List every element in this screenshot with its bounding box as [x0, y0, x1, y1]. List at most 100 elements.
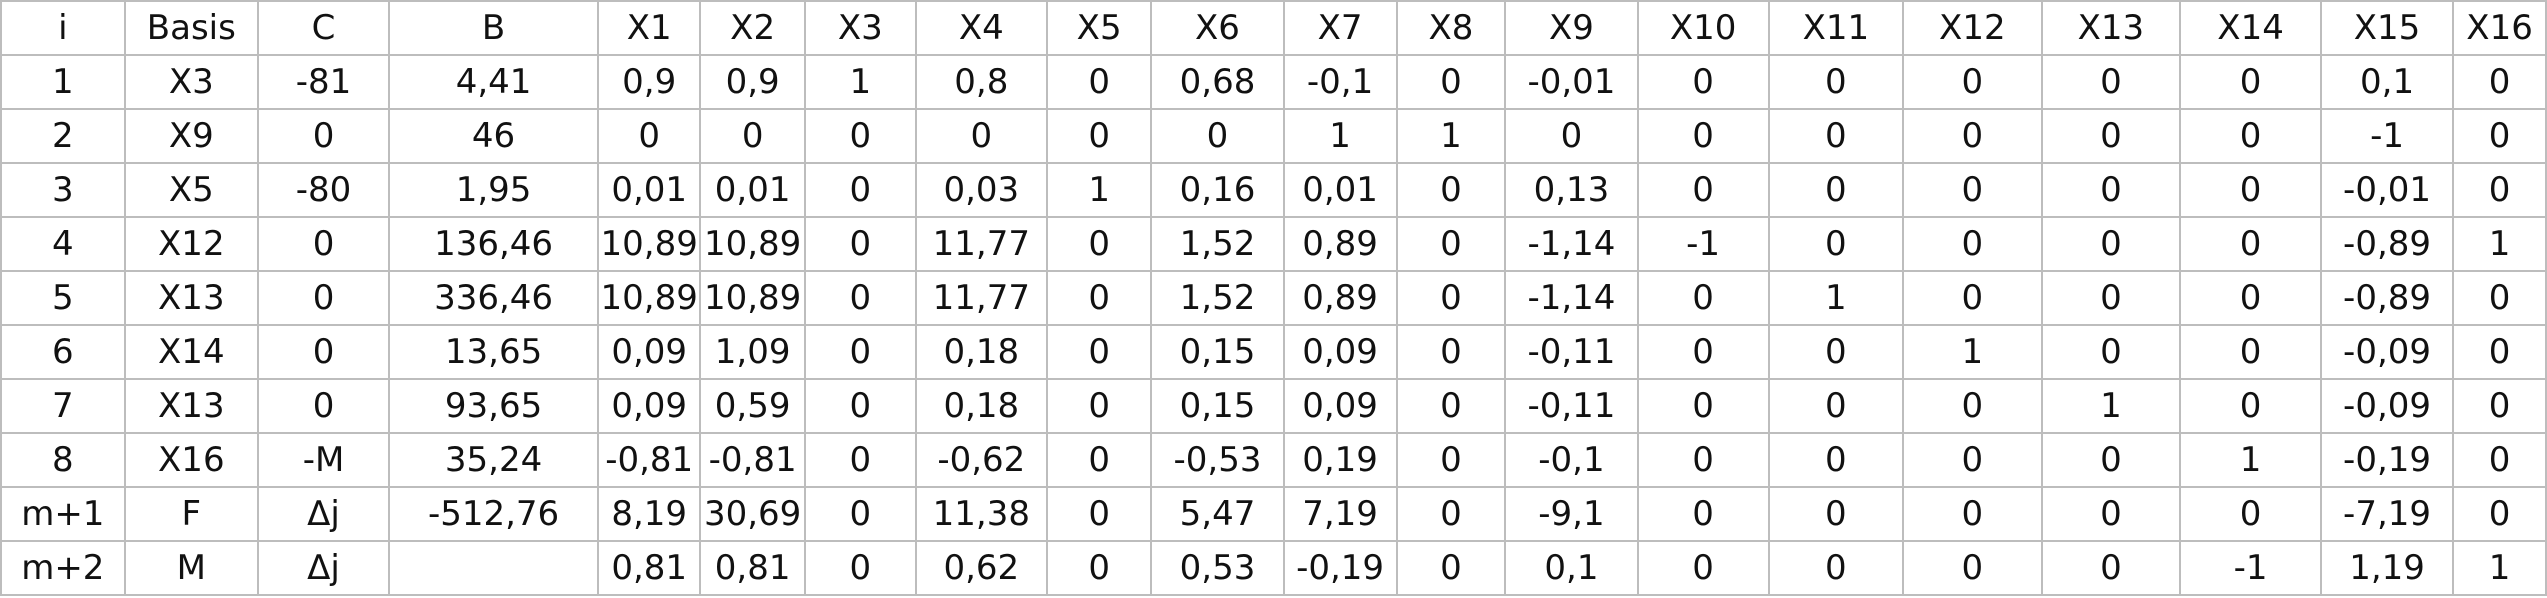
column-header-cell[interactable]: C — [256, 0, 391, 56]
table-cell[interactable]: 4 — [0, 216, 126, 272]
table-cell[interactable]: 10,89 — [699, 270, 806, 326]
table-cell[interactable]: 0,03 — [914, 162, 1048, 218]
table-cell[interactable]: 1 — [1045, 162, 1153, 218]
table-cell[interactable]: 0 — [1504, 108, 1639, 164]
table-cell[interactable]: 0 — [1045, 324, 1153, 380]
table-cell[interactable]: 11,38 — [914, 486, 1048, 542]
table-cell[interactable]: 0 — [1636, 270, 1770, 326]
table-cell[interactable]: 0 — [2040, 270, 2182, 326]
column-header-cell[interactable]: X12 — [1902, 0, 2043, 56]
table-cell[interactable]: -0,01 — [2319, 162, 2455, 218]
table-cell[interactable]: 0 — [803, 270, 917, 326]
table-cell[interactable]: F — [123, 486, 259, 542]
table-cell[interactable]: -0,89 — [2319, 216, 2455, 272]
table-cell[interactable]: 0 — [1902, 378, 2043, 434]
table-cell[interactable]: 5,47 — [1150, 486, 1285, 542]
table-cell[interactable]: 0 — [2179, 324, 2322, 380]
table-cell[interactable]: 0,01 — [1282, 162, 1398, 218]
table-cell[interactable]: 1 — [2452, 216, 2547, 272]
table-cell[interactable]: M — [123, 540, 259, 596]
table-cell[interactable]: -1 — [2179, 540, 2322, 596]
table-cell[interactable]: -0,81 — [699, 432, 806, 488]
table-cell[interactable]: 0,1 — [2319, 54, 2455, 110]
table-cell[interactable]: 0 — [2452, 486, 2547, 542]
table-cell[interactable]: 0 — [1395, 486, 1507, 542]
table-cell[interactable]: 7,19 — [1282, 486, 1398, 542]
table-cell[interactable]: 0 — [2179, 108, 2322, 164]
table-cell[interactable]: 0,15 — [1150, 378, 1285, 434]
table-cell[interactable]: 0 — [1045, 108, 1153, 164]
table-cell[interactable]: 0 — [1902, 216, 2043, 272]
table-cell[interactable]: 0,16 — [1150, 162, 1285, 218]
table-cell[interactable]: 4,41 — [388, 54, 600, 110]
table-cell[interactable]: -0,1 — [1504, 432, 1639, 488]
table-cell[interactable]: 0 — [1636, 378, 1770, 434]
table-cell[interactable]: X16 — [123, 432, 259, 488]
table-cell[interactable]: -512,76 — [388, 486, 600, 542]
table-cell[interactable]: 0 — [803, 378, 917, 434]
table-cell[interactable]: 0 — [256, 216, 391, 272]
table-cell[interactable]: 0 — [2040, 54, 2182, 110]
table-cell[interactable]: 1,95 — [388, 162, 600, 218]
table-cell[interactable]: X9 — [123, 108, 259, 164]
column-header-cell[interactable]: X1 — [597, 0, 702, 56]
column-header-cell[interactable]: X4 — [914, 0, 1048, 56]
table-cell[interactable]: 0 — [1902, 54, 2043, 110]
table-cell[interactable]: 1,52 — [1150, 270, 1285, 326]
table-cell[interactable]: 0,09 — [1282, 378, 1398, 434]
table-cell[interactable]: 0 — [1902, 432, 2043, 488]
table-cell[interactable]: 0,13 — [1504, 162, 1639, 218]
table-cell[interactable]: 0 — [1767, 540, 1905, 596]
table-cell[interactable]: 0,09 — [597, 378, 702, 434]
table-cell[interactable]: 0 — [1045, 486, 1153, 542]
table-cell[interactable]: 0,09 — [1282, 324, 1398, 380]
table-cell[interactable]: 0,01 — [699, 162, 806, 218]
table-cell[interactable]: -1 — [1636, 216, 1770, 272]
column-header-cell[interactable]: X7 — [1282, 0, 1398, 56]
table-cell[interactable]: -0,19 — [2319, 432, 2455, 488]
table-cell[interactable]: 93,65 — [388, 378, 600, 434]
table-cell[interactable]: 0 — [2179, 162, 2322, 218]
table-cell[interactable]: 0,09 — [597, 324, 702, 380]
table-cell[interactable]: 0 — [1150, 108, 1285, 164]
table-cell[interactable]: 0 — [2452, 324, 2547, 380]
table-cell[interactable]: 2 — [0, 108, 126, 164]
column-header-cell[interactable]: X8 — [1395, 0, 1507, 56]
column-header-cell[interactable]: X15 — [2319, 0, 2455, 56]
table-cell[interactable]: -0,62 — [914, 432, 1048, 488]
table-cell[interactable]: 0,53 — [1150, 540, 1285, 596]
column-header-cell[interactable]: Basis — [123, 0, 259, 56]
table-cell[interactable]: 0 — [1767, 216, 1905, 272]
column-header-cell[interactable]: B — [388, 0, 600, 56]
table-cell[interactable]: X3 — [123, 54, 259, 110]
table-cell[interactable]: 0 — [2452, 432, 2547, 488]
table-cell[interactable]: 10,89 — [597, 270, 702, 326]
table-cell[interactable]: 1,19 — [2319, 540, 2455, 596]
column-header-cell[interactable]: X11 — [1767, 0, 1905, 56]
column-header-cell[interactable]: X5 — [1045, 0, 1153, 56]
table-cell[interactable]: 0 — [1395, 324, 1507, 380]
table-cell[interactable]: 0 — [1045, 54, 1153, 110]
table-cell[interactable]: 0 — [256, 324, 391, 380]
table-cell[interactable]: 0,81 — [597, 540, 702, 596]
table-cell[interactable]: 0 — [1395, 270, 1507, 326]
column-header-cell[interactable]: X10 — [1636, 0, 1770, 56]
table-cell[interactable]: 30,69 — [699, 486, 806, 542]
table-cell[interactable]: 0 — [1767, 378, 1905, 434]
column-header-cell[interactable]: X16 — [2452, 0, 2547, 56]
table-cell[interactable]: 0 — [1045, 540, 1153, 596]
table-cell[interactable]: 0 — [1045, 216, 1153, 272]
table-cell[interactable]: 0 — [256, 270, 391, 326]
table-cell[interactable]: 0 — [914, 108, 1048, 164]
table-cell[interactable]: 0 — [597, 108, 702, 164]
table-cell[interactable]: 0 — [1395, 540, 1507, 596]
table-cell[interactable]: 0 — [1395, 54, 1507, 110]
table-cell[interactable]: 0,19 — [1282, 432, 1398, 488]
table-cell[interactable]: 0 — [1767, 486, 1905, 542]
table-cell[interactable]: 1 — [803, 54, 917, 110]
table-cell[interactable]: X12 — [123, 216, 259, 272]
table-cell[interactable]: 0 — [2040, 540, 2182, 596]
table-cell[interactable]: 1 — [2452, 540, 2547, 596]
table-cell[interactable]: 1 — [2040, 378, 2182, 434]
table-cell[interactable]: 0 — [1045, 432, 1153, 488]
